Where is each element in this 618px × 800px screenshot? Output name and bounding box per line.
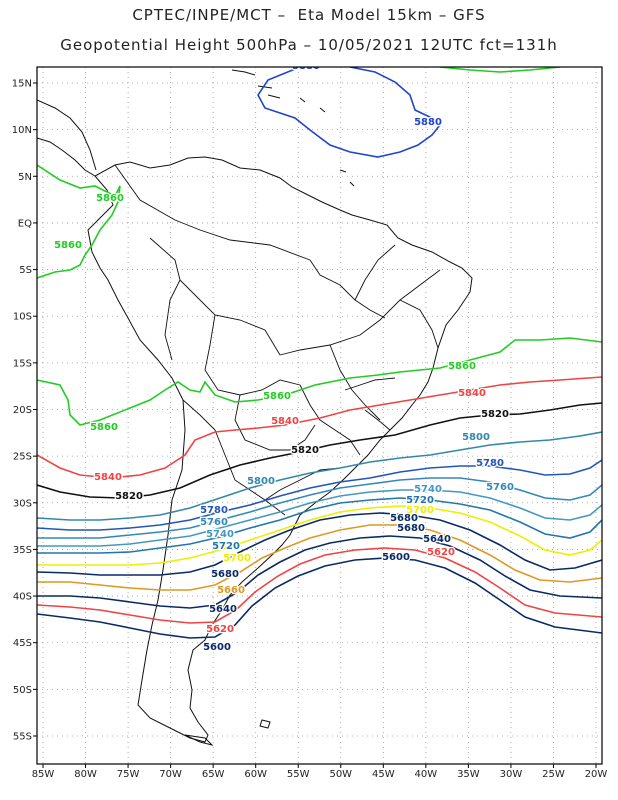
lon-tick-label: 30W <box>500 769 523 780</box>
contour-label-5680: 5680 <box>390 513 418 524</box>
tierra-del-fuego <box>184 734 214 746</box>
contour-label-5860: 5860 <box>96 193 124 204</box>
lon-tick-label: 70W <box>159 769 182 780</box>
lon-tick-label: 65W <box>202 769 225 780</box>
lon-tick-label: 40W <box>415 769 438 780</box>
contour-5720 <box>37 497 602 554</box>
contour-5760 <box>37 477 602 539</box>
contour-label-5600: 5600 <box>382 552 410 563</box>
chart-title-line2: Geopotential Height 500hPa – 10/05/2021 … <box>60 36 558 54</box>
contour-5860-top <box>439 67 561 73</box>
contour-5680 <box>37 512 602 576</box>
contour-5840 <box>37 376 602 479</box>
lon-tick-label: 35W <box>457 769 480 780</box>
contour-label-5620: 5620 <box>427 547 455 558</box>
lat-tick-label: 20S <box>13 405 32 416</box>
south-america-coast <box>87 156 473 743</box>
contour-5620 <box>37 547 602 624</box>
contour-label-5800: 5800 <box>462 432 490 443</box>
contour-label-5820: 5820 <box>291 445 319 456</box>
lat-tick-label: 50S <box>13 685 32 696</box>
contour-label-5720: 5720 <box>212 541 240 552</box>
map-frame <box>36 66 603 765</box>
central-america-coast <box>37 99 97 177</box>
lat-tick-label: EQ <box>18 218 32 229</box>
contour-label-5820: 5820 <box>481 409 509 420</box>
lat-tick-label: 15S <box>13 358 32 369</box>
contour-5740 <box>37 489 602 547</box>
lon-tick-label: 60W <box>244 769 267 780</box>
lon-tick-label: 75W <box>117 769 140 780</box>
lat-tick-label: 45S <box>13 638 32 649</box>
contour-label-5740: 5740 <box>414 484 442 495</box>
lat-tick-label: 55S <box>13 732 32 743</box>
contour-label-5720: 5720 <box>406 495 434 506</box>
contour-label-5840: 5840 <box>94 472 122 483</box>
contour-label-5620: 5620 <box>206 624 234 635</box>
contour-label-5780: 5780 <box>476 458 504 469</box>
contour-labels: 5880 5880 5860 5860 5860 5860 5860 5840 5840 5840… <box>53 61 515 654</box>
lat-lon-grid <box>37 67 602 764</box>
lon-tick-label: 55W <box>287 769 310 780</box>
lat-tick-label: 25S <box>13 452 32 463</box>
lat-tick-label: 15N <box>12 79 32 90</box>
contour-5800 <box>37 431 602 521</box>
lon-tick-label: 25W <box>542 769 565 780</box>
contour-5860-east <box>37 337 602 426</box>
malvinas <box>259 719 271 729</box>
lat-tick-label: 5S <box>19 265 32 276</box>
contour-label-5880: 5880 <box>292 61 320 72</box>
contour-label-5860: 5860 <box>54 240 82 251</box>
contour-label-5760: 5760 <box>486 482 514 493</box>
contour-label-5700: 5700 <box>223 553 251 564</box>
contour-label-5740: 5740 <box>206 529 234 540</box>
contour-label-5780: 5780 <box>200 505 228 516</box>
height-contours <box>37 67 602 639</box>
contour-label-5760: 5760 <box>200 517 228 528</box>
contour-label-5860: 5860 <box>263 391 291 402</box>
contour-label-5680: 5680 <box>211 569 239 580</box>
contour-label-5880: 5880 <box>414 117 442 128</box>
lat-tick-label: 5N <box>18 172 32 183</box>
contour-label-5860: 5860 <box>90 422 118 433</box>
contour-label-5680: 5680 <box>397 523 425 534</box>
contour-label-5840: 5840 <box>271 416 299 427</box>
contour-label-5640: 5640 <box>423 534 451 545</box>
contour-5660 <box>37 524 602 591</box>
contour-label-5700: 5700 <box>406 505 434 516</box>
lon-tick-label: 45W <box>372 769 395 780</box>
lat-tick-label: 10S <box>13 312 32 323</box>
contour-5780 <box>37 459 602 531</box>
contour-label-5860: 5860 <box>448 361 476 372</box>
contour-label-5640: 5640 <box>209 604 237 615</box>
contour-5640 <box>37 535 602 609</box>
lon-tick-label: 85W <box>32 769 55 780</box>
caribbean-islands <box>231 69 355 187</box>
contour-5860-west <box>37 164 121 279</box>
contour-label-5660: 5660 <box>217 585 245 596</box>
lon-tick-label: 50W <box>329 769 352 780</box>
lat-tick-label: 30S <box>13 498 32 509</box>
country-borders <box>114 164 441 516</box>
lat-tick-label: 40S <box>13 592 32 603</box>
axis-ticks: 15N 10N 5N EQ 5S 10S 15S 20S 25S 30S 35S 40S 45S 50S 5… <box>12 79 608 781</box>
contour-label-5800: 5800 <box>247 476 275 487</box>
lon-tick-label: 80W <box>74 769 97 780</box>
lat-tick-label: 35S <box>13 545 32 556</box>
lat-tick-label: 10N <box>12 125 32 136</box>
contour-5820 <box>37 402 602 499</box>
coastline <box>37 69 473 746</box>
contour-label-5820: 5820 <box>115 491 143 502</box>
chart-title-line1: CPTEC/INPE/MCT – Eta Model 15km – GFS <box>132 6 486 24</box>
lon-tick-label: 20W <box>585 769 608 780</box>
contour-5880-north <box>257 67 442 158</box>
contour-label-5840: 5840 <box>458 388 486 399</box>
contour-label-5600: 5600 <box>203 642 231 653</box>
contour-5700 <box>37 505 602 566</box>
contour-5600 <box>37 557 602 639</box>
